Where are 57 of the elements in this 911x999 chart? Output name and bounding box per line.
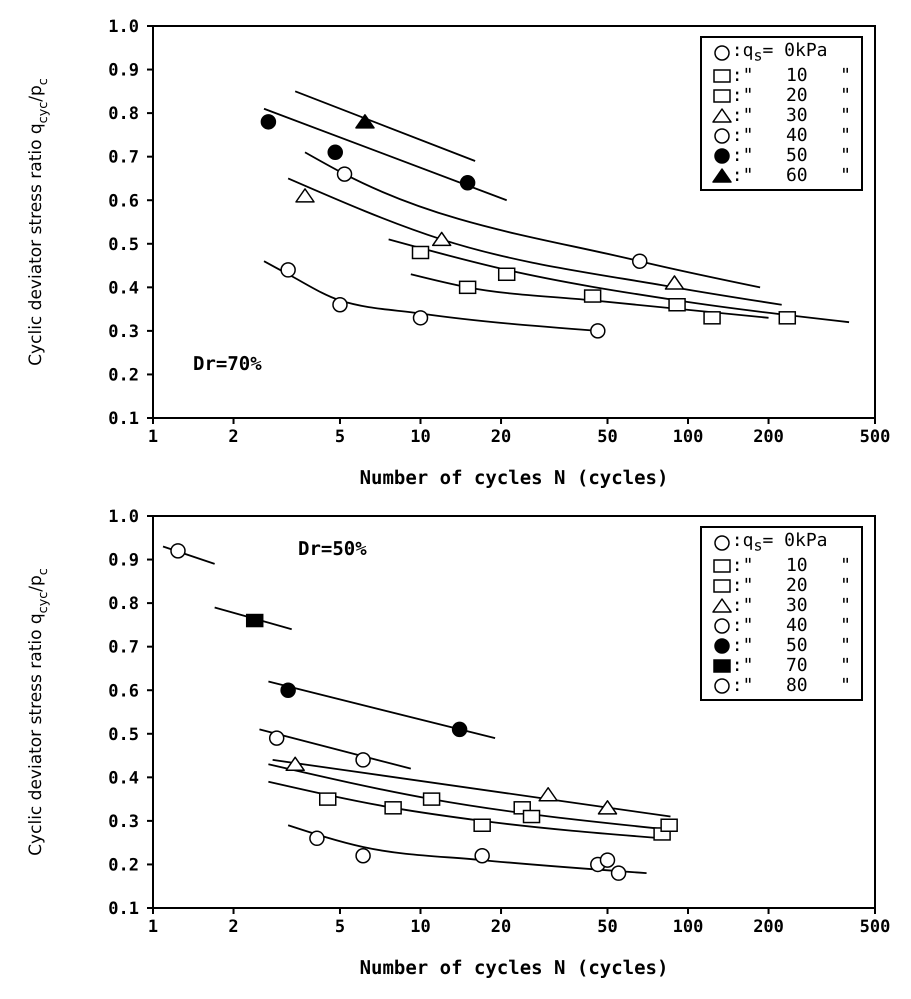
legend-label: :" 10 " [732, 64, 851, 86]
x-tick-label: 20 [490, 427, 512, 448]
y-tick-label: 0.9 [108, 60, 139, 81]
legend-label: :" 50 " [732, 634, 851, 656]
annotation: Dr=70% [193, 353, 262, 375]
y-tick-label: 0.6 [108, 681, 139, 702]
x-tick-label: 10 [410, 427, 431, 448]
legend-label: :" 60 " [732, 164, 851, 186]
legend-label: :" 10 " [732, 554, 851, 576]
y-tick-label: 0.4 [108, 278, 139, 298]
y-tick-label: 0.7 [108, 638, 139, 658]
y-tick-label: 0.5 [108, 234, 139, 255]
x-tick-label: 1 [148, 427, 158, 448]
x-tick-label: 2 [228, 917, 239, 938]
x-tick-label: 500 [860, 427, 890, 448]
y-tick-label: 0.4 [108, 768, 139, 788]
x-tick-label: 5 [334, 427, 346, 448]
y-tick-label: 0.3 [108, 812, 139, 832]
y-tick-label: 0.1 [108, 899, 139, 920]
x-tick-label: 100 [672, 917, 704, 938]
x-tick-label: 2 [228, 427, 239, 448]
x-tick-label: 100 [672, 427, 704, 448]
legend-label: :" 30 " [732, 594, 851, 616]
x-axis-title: Number of cycles N (cycles) [360, 957, 668, 979]
legend-label: :" 40 " [732, 124, 851, 146]
legend-label: :" 70 " [732, 654, 851, 676]
y-tick-label: 0.3 [108, 322, 139, 342]
legend-label: :" 20 " [732, 574, 851, 596]
y-tick-label: 0.2 [108, 855, 139, 876]
x-tick-label: 500 [860, 917, 890, 938]
x-tick-label: 50 [597, 917, 618, 938]
legend-label: :q$_{s}$= 0kPa [732, 530, 828, 556]
x-tick-label: 200 [753, 917, 784, 938]
legend-label: :" 80 " [732, 674, 851, 696]
y-tick-label: 0.7 [108, 148, 139, 168]
y-tick-label: 0.5 [108, 724, 139, 745]
y-tick-label: 0.8 [108, 104, 139, 124]
annotation: Dr=50% [298, 538, 367, 560]
x-tick-label: 5 [334, 917, 346, 938]
x-axis-title: Number of cycles N (cycles) [360, 467, 668, 489]
y-tick-label: 1.0 [108, 17, 139, 38]
x-tick-label: 50 [597, 427, 618, 448]
y-tick-label: 0.2 [108, 365, 139, 386]
y-tick-label: 0.9 [108, 550, 139, 571]
x-tick-label: 20 [490, 917, 512, 938]
x-tick-label: 10 [410, 917, 431, 938]
y-tick-label: 0.6 [108, 191, 139, 212]
legend-label: :" 50 " [732, 144, 851, 166]
legend-label: :" 20 " [732, 84, 851, 106]
y-tick-label: 1.0 [108, 507, 139, 528]
legend-label: :q$_{s}$= 0kPa [732, 40, 828, 66]
x-tick-label: 200 [753, 427, 784, 448]
legend-label: :" 30 " [732, 104, 851, 126]
x-tick-label: 1 [148, 917, 158, 938]
legend-label: :" 40 " [732, 614, 851, 636]
y-tick-label: 0.8 [108, 594, 139, 614]
y-tick-label: 0.1 [108, 409, 139, 430]
